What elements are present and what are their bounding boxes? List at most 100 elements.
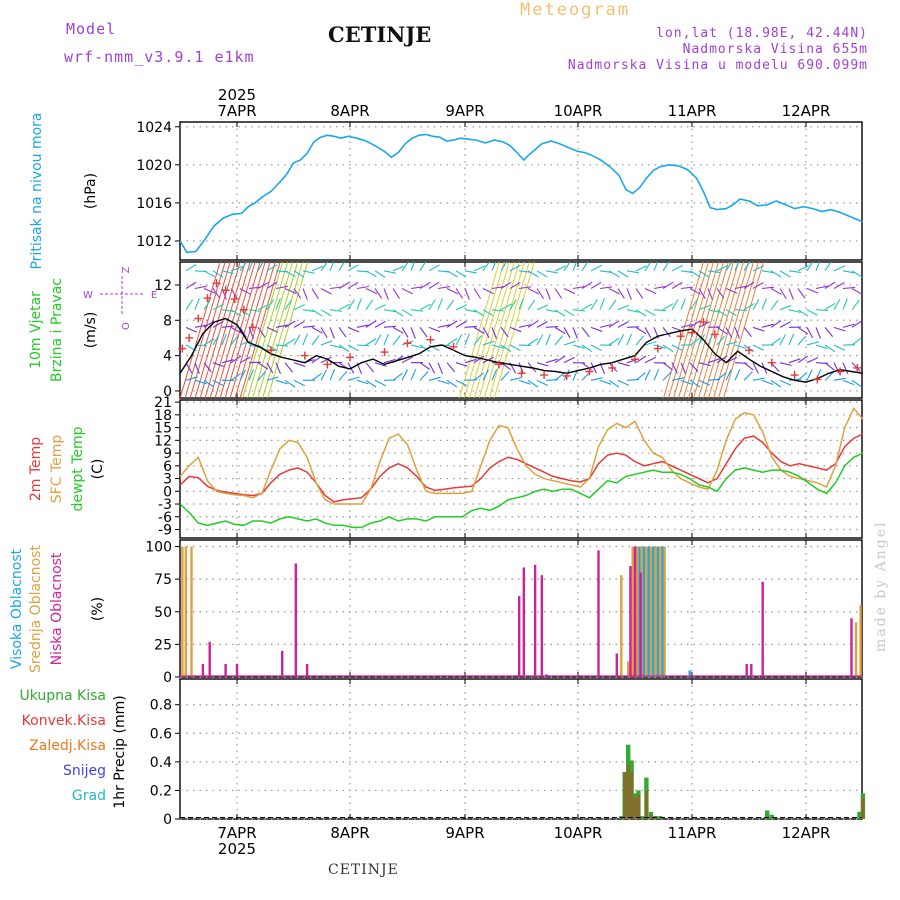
wind-arrow xyxy=(833,299,841,310)
pressure-ylabel: Pritisak na nivou mora xyxy=(29,112,45,269)
wind-arrow xyxy=(473,355,485,364)
wind-arrow xyxy=(563,340,576,346)
wind-arrow xyxy=(329,262,335,272)
wind-arrow xyxy=(689,299,698,311)
cloud-bar xyxy=(745,664,748,677)
y-tick-label: 75 xyxy=(154,572,172,588)
wind-hatch xyxy=(708,262,749,398)
wind-arrow xyxy=(689,362,699,372)
wind-arrow xyxy=(221,309,234,312)
wind-arrow xyxy=(302,288,308,300)
wind-arrow xyxy=(284,362,293,373)
precip-legend-item: Zaledj.Kisa xyxy=(29,738,106,754)
wind-arrow xyxy=(356,324,369,328)
wind-arrow xyxy=(293,334,301,346)
cloud-bar xyxy=(533,564,537,677)
wind-arrow xyxy=(563,309,575,317)
compass-west: W xyxy=(83,290,93,301)
cloud-bar xyxy=(615,653,618,677)
wind-arrow xyxy=(527,379,539,388)
wind-arrow xyxy=(347,281,359,289)
wind-arrow xyxy=(824,262,832,272)
precip-legend-item: Ukupna Kisa xyxy=(19,688,106,704)
gust-marker xyxy=(194,314,203,323)
wind-ylabel-1: 10m Vjetar xyxy=(28,291,44,369)
wind-arrow xyxy=(545,309,558,313)
wind-arrow xyxy=(239,340,252,346)
wind-arrow xyxy=(608,379,620,388)
wind-arrow xyxy=(617,288,625,299)
wind-arrow xyxy=(671,377,684,381)
wind-arrow xyxy=(455,270,467,278)
wind-arrow xyxy=(464,270,477,274)
wind-arrow xyxy=(743,262,751,272)
wind-arrow xyxy=(770,270,782,278)
temp-series-1 xyxy=(179,407,864,505)
cloud-bar xyxy=(663,546,666,677)
pressure-line xyxy=(179,133,864,254)
wind-arrow xyxy=(230,335,239,346)
wind-arrow xyxy=(284,287,297,294)
precip-bar xyxy=(626,764,630,819)
wind-arrow xyxy=(509,264,521,272)
wind-arrow xyxy=(284,270,296,278)
top-day-label: 10APR xyxy=(554,102,603,120)
gust-marker xyxy=(745,346,753,355)
wind-arrow xyxy=(320,262,329,272)
wind-arrow xyxy=(275,379,288,385)
wind-arrow xyxy=(716,265,729,272)
wind-arrow xyxy=(743,327,752,338)
wind-arrow xyxy=(680,323,693,328)
wind-arrow xyxy=(716,335,726,346)
y-tick-label: 8 xyxy=(163,313,172,329)
wind-arrow xyxy=(437,324,450,328)
temp-ylabel-1: 2m Temp xyxy=(28,437,44,501)
wind-arrow xyxy=(626,270,639,274)
wind-arrow xyxy=(212,379,224,387)
wind-arrow xyxy=(329,344,342,349)
y-tick-label: 0 xyxy=(163,384,172,400)
wind-arrow xyxy=(482,369,489,381)
bottom-day-label: 9APR xyxy=(445,824,484,842)
wind-arrow xyxy=(590,344,602,352)
wind-arrow xyxy=(842,270,855,274)
precip-bar xyxy=(630,771,634,819)
wind-arrow xyxy=(725,287,738,294)
wind-arrow xyxy=(365,270,377,278)
wind-arrow xyxy=(419,262,427,272)
wind-arrow xyxy=(788,270,801,274)
wind-arrow xyxy=(608,288,620,295)
wind-arrow xyxy=(374,270,386,278)
wind-arrow xyxy=(707,270,720,274)
cloud-bar xyxy=(859,605,862,677)
wind-arrow xyxy=(473,288,482,299)
wind-arrow xyxy=(581,281,593,289)
wind-arrow xyxy=(707,309,720,313)
wind-arrow xyxy=(374,379,386,387)
wind-arrow xyxy=(851,270,862,278)
gust-marker xyxy=(767,358,776,367)
temp-ylabel-2: SFC Temp xyxy=(49,435,65,504)
wind-arrow xyxy=(446,362,456,373)
wind-arrow xyxy=(410,327,416,339)
wind-arrow xyxy=(338,262,345,272)
gust-marker xyxy=(203,294,212,303)
wind-arrow xyxy=(482,262,490,272)
wind-arrow xyxy=(599,298,605,310)
wind-arrow xyxy=(662,303,674,311)
wind-arrow xyxy=(203,299,211,310)
wind-arrow xyxy=(572,344,585,349)
wind-arrow xyxy=(671,281,683,289)
wind-arrow xyxy=(518,362,525,375)
wind-arrow xyxy=(536,334,544,346)
wind-arrow xyxy=(212,320,224,328)
wind-arrow xyxy=(212,334,220,346)
wind-arrow xyxy=(401,356,413,364)
wind-arrow xyxy=(752,265,765,272)
cloud-bar xyxy=(850,618,853,677)
wind-arrow xyxy=(653,309,667,312)
wind-hatch xyxy=(488,262,530,398)
wind-arrow xyxy=(293,304,306,311)
wind-arrow xyxy=(851,320,862,328)
wind-arrow xyxy=(293,379,305,387)
